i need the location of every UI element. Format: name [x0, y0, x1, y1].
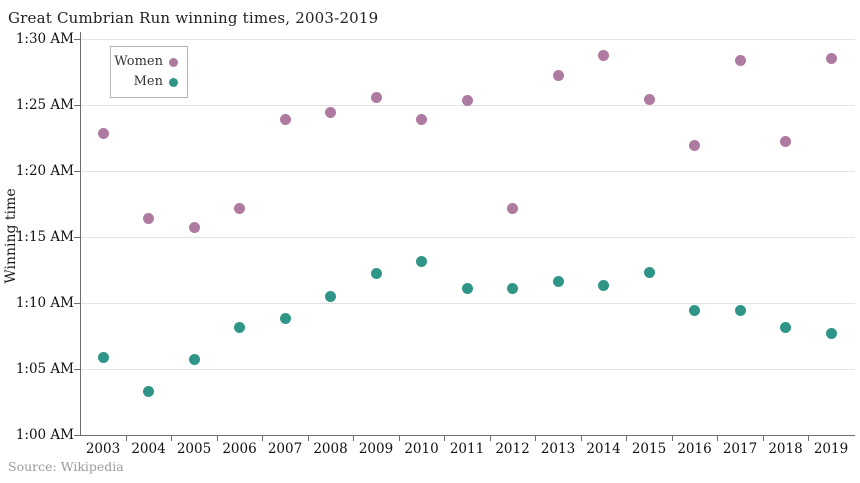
x-axis-line	[80, 435, 855, 436]
y-axis-tick	[74, 104, 80, 106]
women-data-point	[689, 140, 700, 152]
x-axis-tick	[626, 436, 628, 441]
x-tick-label: 2004	[131, 441, 166, 457]
y-axis-tick	[74, 236, 80, 238]
x-tick-label: 2005	[176, 441, 212, 457]
x-axis-tick	[398, 436, 400, 441]
women-data-point	[461, 95, 473, 107]
women-data-point	[643, 93, 655, 105]
women-data-point	[780, 136, 791, 148]
x-axis-tick	[307, 436, 309, 441]
men-data-point	[325, 290, 336, 302]
x-tick-label: 2018	[768, 441, 803, 457]
men-data-point	[689, 305, 700, 317]
women-data-point	[370, 92, 382, 104]
gridline	[80, 38, 855, 40]
men-data-point	[780, 322, 791, 334]
y-tick-label: 1:25 AM	[15, 96, 74, 113]
y-tick-label: 1:20 AM	[15, 162, 74, 179]
men-data-point	[461, 282, 473, 294]
y-axis-tick	[74, 170, 80, 172]
gridline	[80, 302, 855, 304]
x-tick-label: 2003	[85, 441, 121, 457]
women-data-point	[234, 203, 245, 215]
x-tick-label: 2010	[404, 441, 439, 457]
source-note: Source: Wikipedia	[8, 459, 124, 474]
legend-label-women: Women	[114, 54, 163, 69]
legend-item-men: Men	[117, 74, 178, 90]
y-axis-tick	[74, 302, 80, 304]
y-axis-line	[80, 31, 81, 436]
gridline	[80, 170, 855, 172]
women-data-point	[825, 52, 837, 64]
y-tick-label: 1:10 AM	[15, 294, 74, 311]
x-tick-label: 2013	[540, 441, 576, 457]
women-data-point	[598, 50, 609, 62]
y-tick-label: 1:30 AM	[15, 30, 74, 47]
legend: Women Men	[110, 46, 188, 98]
x-axis-tick	[171, 436, 173, 441]
x-tick-label: 2009	[358, 441, 394, 457]
women-data-point	[97, 128, 109, 140]
x-axis-tick	[762, 436, 764, 441]
x-tick-label: 2015	[631, 441, 667, 457]
x-axis-tick	[717, 436, 719, 441]
y-tick-label: 1:05 AM	[15, 360, 74, 377]
y-tick-label: 1:15 AM	[15, 228, 74, 245]
x-axis-tick	[671, 436, 673, 441]
y-axis-tick	[74, 368, 80, 370]
men-data-point	[234, 322, 245, 334]
x-tick-label: 2008	[313, 441, 348, 457]
women-data-point	[279, 113, 291, 125]
x-axis-tick	[489, 436, 491, 441]
x-tick-label: 2017	[722, 441, 758, 457]
men-data-point	[643, 266, 655, 278]
women-series-dot-icon	[169, 57, 178, 67]
gridline	[80, 368, 855, 370]
x-tick-label: 2016	[677, 441, 712, 457]
x-tick-label: 2011	[449, 441, 485, 457]
x-tick-label: 2007	[267, 441, 303, 457]
x-axis-tick	[216, 436, 218, 441]
men-data-point	[279, 313, 291, 325]
women-data-point	[416, 113, 427, 125]
women-data-point	[188, 221, 200, 233]
men-data-point	[143, 385, 154, 397]
women-data-point	[325, 107, 336, 118]
gridline	[80, 236, 855, 238]
x-axis-tick	[353, 436, 355, 441]
x-axis-tick	[808, 436, 810, 441]
x-axis-tick	[125, 436, 127, 441]
men-data-point	[552, 276, 564, 288]
women-data-point	[507, 203, 518, 215]
x-axis-tick	[262, 436, 264, 441]
x-tick-label: 2019	[813, 441, 849, 457]
women-data-point	[552, 70, 564, 81]
men-data-point	[370, 268, 382, 280]
men-data-point	[825, 327, 837, 339]
women-data-point	[143, 212, 154, 224]
x-tick-label: 2006	[222, 441, 257, 457]
x-axis-tick	[444, 436, 446, 441]
men-data-point	[97, 351, 109, 363]
men-data-point	[598, 280, 609, 292]
men-data-point	[734, 305, 746, 317]
y-axis-tick	[74, 38, 80, 40]
men-data-point	[507, 282, 518, 294]
x-tick-label: 2012	[495, 441, 530, 457]
legend-label-men: Men	[133, 74, 163, 89]
men-data-point	[416, 256, 427, 268]
x-axis-tick	[535, 436, 537, 441]
women-data-point	[734, 55, 746, 67]
x-tick-label: 2014	[586, 441, 621, 457]
chart-title: Great Cumbrian Run winning times, 2003-2…	[8, 9, 379, 27]
x-axis-tick	[580, 436, 582, 441]
legend-item-women: Women	[114, 54, 178, 70]
men-data-point	[188, 354, 200, 366]
men-series-dot-icon	[169, 77, 178, 87]
y-tick-label: 1:00 AM	[15, 427, 74, 443]
y-axis-tick	[74, 435, 80, 436]
